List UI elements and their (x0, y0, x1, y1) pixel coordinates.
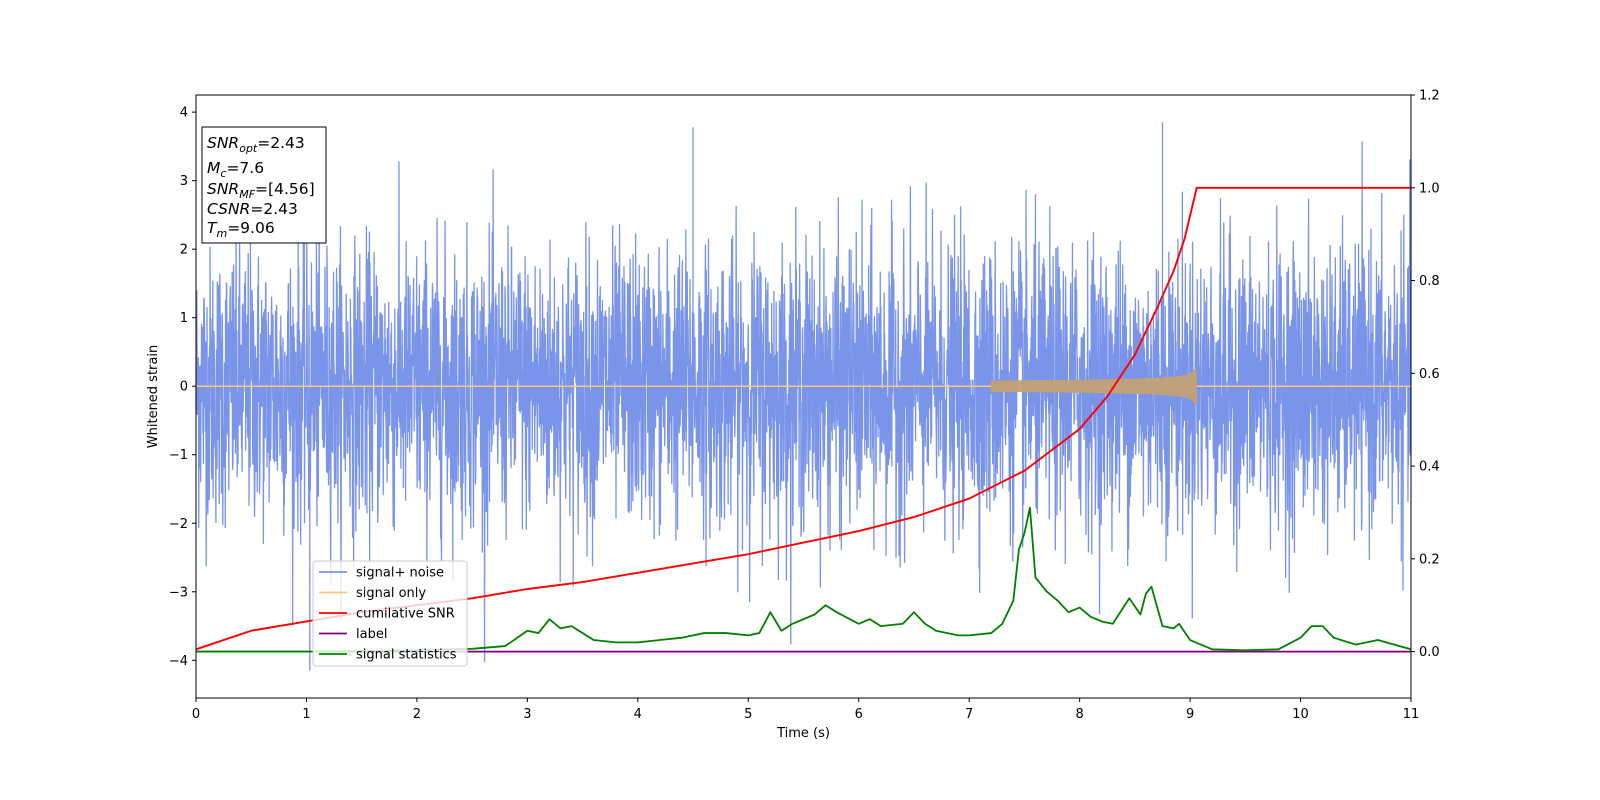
y2-tick-label: 0.6 (1419, 367, 1440, 382)
y2-tick-label: 0.4 (1419, 460, 1440, 475)
annotation-frame (201, 126, 327, 244)
signal-plus-noise-line (195, 122, 1412, 671)
y2-tick-label: 1.0 (1419, 181, 1440, 196)
y-tick-label: −3 (169, 585, 188, 600)
series-signal-statistics (196, 506, 1412, 653)
y-tick-label: 1 (180, 311, 188, 326)
y2-tick-label: 0.2 (1419, 552, 1440, 567)
x-tick-label: 3 (523, 707, 531, 722)
legend: signal+ noise signal only cumilative SNR la… (312, 560, 468, 667)
y-tick-label: −1 (169, 448, 188, 463)
legend-item: signal statistics (319, 648, 457, 663)
legend-item: cumilative SNR (319, 607, 455, 622)
y-tick-label: 3 (180, 174, 188, 189)
x-tick-label: 6 (855, 707, 863, 722)
legend-label: label (356, 627, 387, 642)
x-tick-label: 11 (1403, 707, 1420, 722)
y-tick-label: 0 (180, 380, 188, 395)
legend-label: signal statistics (356, 648, 457, 663)
series-signal-only (196, 368, 1411, 404)
axis-ticks: 0 1 2 3 4 5 6 7 8 9 10 1143210−1−2−3−41.21.00.80.60… (169, 89, 1440, 723)
x-tick-label: 5 (744, 707, 752, 722)
x-tick-label: 1 (302, 707, 310, 722)
annotation-mc: Mc=7.6 (207, 159, 264, 180)
legend-item: signal only (319, 586, 426, 601)
y-tick-label: 4 (180, 106, 188, 121)
annotation-csnr: CSNR=2.43 (207, 200, 298, 218)
y-tick-label: 2 (180, 243, 188, 258)
parameter-annotation-box: SNRopt=2.43 Mc=7.6 SNRMF=[4.56] CSNR=2.4… (201, 126, 327, 244)
y2-tick-label: 1.2 (1419, 89, 1440, 104)
x-axis-label: Time (s) (776, 726, 830, 741)
legend-label: signal only (356, 586, 426, 601)
y-tick-label: −2 (169, 517, 188, 532)
annotation-snr-opt: SNRopt=2.43 (207, 134, 305, 155)
y2-tick-label: 0.8 (1419, 274, 1440, 289)
legend-item: signal+ noise (319, 566, 444, 581)
y-tick-label: −4 (169, 654, 188, 669)
x-tick-label: 4 (634, 707, 642, 722)
annotation-snr-mf: SNRMF=[4.56] (207, 180, 315, 201)
y-axis-label: Whitened strain (146, 345, 161, 448)
x-tick-label: 9 (1186, 707, 1194, 722)
x-tick-label: 0 (192, 707, 200, 722)
legend-label: signal+ noise (356, 566, 444, 581)
legend-label: cumilative SNR (356, 607, 455, 622)
signal-only-chirp (990, 368, 1198, 404)
signal-statistics-line (196, 506, 1412, 653)
plot-area-frame (195, 94, 1412, 699)
x-tick-label: 7 (965, 707, 973, 722)
legend-frame (312, 560, 468, 667)
series-signal-plus-noise (195, 122, 1412, 671)
x-tick-label: 8 (1075, 707, 1083, 722)
y2-tick-label: 0.0 (1419, 645, 1440, 660)
x-tick-label: 2 (413, 707, 421, 722)
annotation-tm: Tm=9.06 (207, 219, 275, 240)
x-tick-label: 10 (1292, 707, 1309, 722)
legend-item: label (319, 627, 387, 642)
